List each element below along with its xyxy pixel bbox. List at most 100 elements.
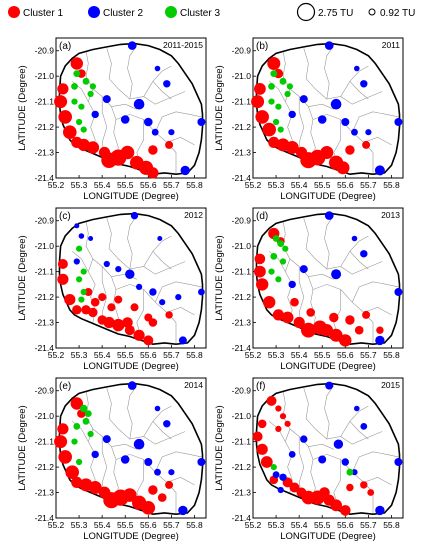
data-point bbox=[394, 118, 403, 126]
data-point bbox=[367, 489, 375, 496]
data-point bbox=[251, 95, 265, 109]
data-point bbox=[148, 318, 158, 327]
y-tick-label: -20.9 bbox=[35, 216, 55, 226]
data-point bbox=[329, 328, 343, 342]
data-point bbox=[360, 250, 368, 258]
data-point bbox=[178, 336, 187, 345]
commune-boundary bbox=[166, 476, 195, 486]
data-point bbox=[288, 280, 296, 289]
data-point bbox=[70, 397, 84, 410]
data-point bbox=[325, 381, 334, 390]
panel-period: 2013 bbox=[381, 210, 400, 220]
y-tick-label: -21.2 bbox=[232, 462, 252, 472]
y-tick-label: -20.9 bbox=[232, 216, 252, 226]
data-point bbox=[168, 129, 175, 136]
x-tick-label: 55.7 bbox=[360, 520, 377, 530]
data-point bbox=[112, 318, 125, 332]
x-tick-label: 55.6 bbox=[140, 350, 157, 360]
y-tick-label: -20.9 bbox=[35, 386, 55, 396]
data-point bbox=[57, 273, 69, 285]
commune-boundary bbox=[363, 306, 392, 316]
data-point bbox=[180, 165, 190, 176]
data-point bbox=[275, 103, 282, 110]
data-point bbox=[330, 499, 342, 512]
data-point bbox=[82, 77, 90, 85]
data-point bbox=[277, 486, 284, 494]
data-point bbox=[147, 167, 159, 179]
data-point bbox=[272, 235, 280, 242]
data-point bbox=[267, 57, 281, 70]
x-tick-label: 55.6 bbox=[337, 180, 354, 190]
y-axis-label: LATITUDE (Degree) bbox=[214, 405, 225, 490]
data-point bbox=[70, 57, 84, 70]
data-point bbox=[64, 294, 76, 306]
y-tick-label: -21.1 bbox=[232, 97, 252, 107]
legend-label-cluster-2: Cluster 2 bbox=[103, 8, 143, 19]
data-point bbox=[57, 423, 69, 435]
x-tick-label: 55.4 bbox=[291, 520, 308, 530]
y-tick-label: -21.1 bbox=[35, 267, 55, 277]
data-point bbox=[268, 268, 275, 275]
series-cluster-3 bbox=[270, 464, 354, 476]
x-tick-label: 55.3 bbox=[268, 350, 285, 360]
data-point bbox=[154, 405, 161, 412]
data-point bbox=[122, 317, 133, 328]
data-point bbox=[260, 456, 273, 468]
commune-boundary bbox=[340, 65, 369, 97]
data-point bbox=[375, 505, 385, 516]
data-point bbox=[341, 118, 350, 126]
data-point bbox=[394, 288, 403, 296]
series-cluster-2 bbox=[91, 41, 206, 176]
data-point bbox=[275, 405, 282, 412]
x-tick-label: 55.6 bbox=[337, 520, 354, 530]
x-tick-label: 55.8 bbox=[186, 520, 203, 530]
commune-boundary bbox=[143, 65, 172, 97]
data-point bbox=[76, 276, 83, 283]
data-point bbox=[130, 211, 139, 220]
x-tick-label: 55.5 bbox=[117, 520, 134, 530]
y-tick-label: -20.9 bbox=[232, 386, 252, 396]
data-point bbox=[365, 129, 372, 136]
data-point bbox=[148, 485, 158, 495]
commune-boundary bbox=[166, 136, 195, 146]
commune-boundary bbox=[324, 215, 335, 270]
data-point bbox=[197, 458, 206, 466]
data-point bbox=[84, 288, 93, 296]
data-point bbox=[120, 455, 130, 464]
panel-c: 55.2 55.3 55.4 55.5 55.6 55.7 55.8 -20.9 -21.0 -2… bbox=[17, 207, 207, 372]
x-tick-label: 55.8 bbox=[383, 520, 400, 530]
data-point bbox=[252, 431, 263, 442]
data-point bbox=[320, 146, 334, 159]
commune-boundary bbox=[101, 436, 108, 496]
legend-size-label-small: 0.92 TU bbox=[380, 8, 415, 19]
commune-boundary bbox=[72, 251, 89, 272]
data-point bbox=[157, 236, 163, 241]
y-tick-label: -21.1 bbox=[232, 267, 252, 277]
data-point bbox=[300, 435, 308, 443]
data-point bbox=[74, 223, 80, 229]
data-point bbox=[282, 245, 289, 252]
data-point bbox=[299, 265, 308, 274]
x-tick-label: 55.2 bbox=[245, 350, 262, 360]
data-point bbox=[73, 70, 81, 77]
data-point bbox=[336, 161, 350, 175]
panel-period: 2014 bbox=[184, 380, 203, 390]
series-cluster-1 bbox=[251, 57, 371, 175]
data-point bbox=[279, 413, 287, 420]
data-point bbox=[318, 455, 327, 464]
data-point bbox=[163, 420, 171, 428]
commune-boundary bbox=[349, 421, 369, 440]
y-tick-label: -21.2 bbox=[232, 122, 252, 132]
y-tick-label: -21.3 bbox=[232, 318, 252, 328]
panel-letter: (f) bbox=[256, 381, 265, 392]
legend-size-label-large: 2.75 TU bbox=[318, 8, 353, 19]
data-point bbox=[91, 110, 99, 119]
x-tick-label: 55.3 bbox=[71, 180, 88, 190]
commune-boundary bbox=[298, 266, 305, 326]
data-point bbox=[127, 381, 137, 390]
data-point bbox=[286, 83, 293, 90]
commune-boundary bbox=[308, 103, 334, 110]
panel-letter: (e) bbox=[59, 381, 71, 392]
x-tick-label: 55.4 bbox=[94, 350, 111, 360]
legend-size-marker-small bbox=[368, 8, 376, 16]
